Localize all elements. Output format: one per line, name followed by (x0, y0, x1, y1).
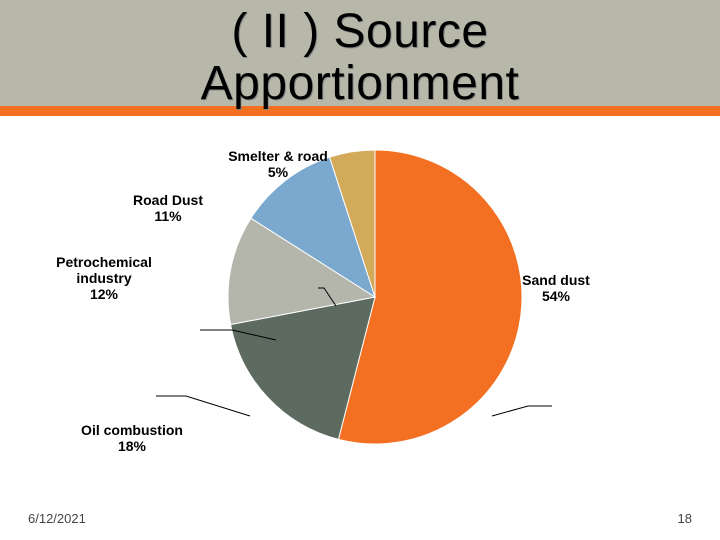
slice-label: Petrochemicalindustry12% (56, 254, 152, 302)
pie-svg (228, 150, 522, 444)
slice-label: Road Dust11% (133, 192, 203, 224)
pie-chart: Sand dust54% Oil combustion18% Petrochemic… (0, 130, 720, 490)
footer-page: 18 (678, 511, 692, 526)
page-title: ( II ) Source Apportionment (0, 6, 720, 110)
slice-label: Oil combustion18% (81, 422, 183, 454)
title-line-2: Apportionment (201, 57, 520, 110)
title-line-1: ( II ) Source (231, 5, 488, 58)
slide: ( II ) Source Apportionment Sand dust54%… (0, 0, 720, 540)
slice-label: Smelter & road5% (228, 148, 328, 180)
footer-date: 6/12/2021 (28, 511, 86, 526)
slice-label: Sand dust54% (522, 272, 590, 304)
pie-wrap (228, 150, 522, 444)
